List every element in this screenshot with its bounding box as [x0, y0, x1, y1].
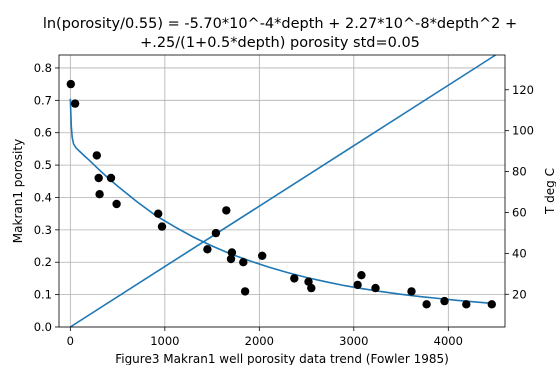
y2-tick-label: 100	[512, 124, 534, 138]
y-tick-label: 0.8	[34, 61, 52, 75]
x-tick-label: 0	[67, 334, 74, 348]
y-tick-label: 0.3	[34, 223, 52, 237]
porosity-point	[92, 151, 102, 160]
x-axis-label: Figure3 Makran1 well porosity data trend…	[115, 352, 449, 365]
y-tick-label: 0.4	[34, 190, 52, 204]
chart-title-line2: +.25/(1+0.5*depth) porosity std=0.05	[140, 35, 420, 51]
porosity-trend-curve	[69, 98, 496, 305]
chart-title-line1: ln(porosity/0.55) = -5.70*10^-4*depth + …	[43, 16, 517, 32]
trend-curves	[69, 54, 497, 328]
porosity-point	[440, 296, 449, 306]
porosity-point	[203, 245, 212, 254]
porosity-point	[353, 280, 362, 290]
porosity-point	[94, 173, 103, 183]
porosity-point	[240, 287, 250, 296]
porosity-point	[307, 283, 316, 293]
porosity-point	[371, 283, 380, 293]
y2-axis-ticks: 20 40 60 80 100 120	[505, 83, 534, 301]
y2-axis-label: T deg C	[543, 168, 556, 215]
porosity-point	[258, 251, 267, 260]
porosity-point	[154, 209, 163, 218]
porosity-point	[106, 173, 116, 183]
porosity-point	[407, 287, 416, 296]
y2-tick-label: 120	[512, 83, 534, 97]
porosity-point	[66, 79, 76, 89]
porosity-point	[226, 254, 236, 264]
porosity-point	[227, 248, 237, 257]
x-axis-ticks: 0 1000 2000 3000 4000	[67, 327, 463, 348]
y-tick-label: 0.6	[34, 126, 52, 140]
porosity-point	[239, 258, 248, 267]
x-tick-label: 4000	[434, 334, 463, 348]
y2-tick-label: 40	[512, 246, 527, 260]
y-tick-label: 0.1	[34, 288, 52, 302]
y-tick-label: 0.2	[34, 255, 52, 269]
porosity-points	[66, 79, 496, 309]
porosity-point	[157, 222, 167, 231]
x-tick-label: 3000	[339, 334, 368, 348]
porosity-point	[462, 300, 471, 309]
x-tick-label: 1000	[150, 334, 179, 348]
y2-tick-label: 60	[512, 205, 527, 219]
porosity-point	[487, 300, 496, 309]
y-tick-label: 0.5	[34, 158, 52, 172]
y2-tick-label: 80	[512, 165, 527, 179]
y-axis-label: Makran1 porosity	[11, 139, 25, 243]
porosity-point	[357, 271, 366, 280]
temperature-line	[69, 54, 497, 328]
plot-frame	[58, 54, 506, 328]
porosity-point	[95, 190, 104, 199]
y-axis-ticks: 0.0 0.1 0.2 0.3 0.4 0.5 0.6 0.7 0.8	[34, 61, 59, 334]
y-tick-label: 0.7	[34, 93, 52, 107]
porosity-point	[112, 199, 121, 209]
x-tick-label: 2000	[245, 334, 274, 348]
porosity-point	[290, 274, 299, 283]
porosity-point	[222, 206, 231, 215]
porosity-point	[211, 228, 221, 238]
porosity-point	[70, 99, 80, 108]
y-tick-label: 0.0	[34, 320, 52, 334]
porosity-point	[304, 277, 313, 286]
porosity-point	[422, 300, 431, 309]
y2-tick-label: 20	[512, 287, 527, 301]
